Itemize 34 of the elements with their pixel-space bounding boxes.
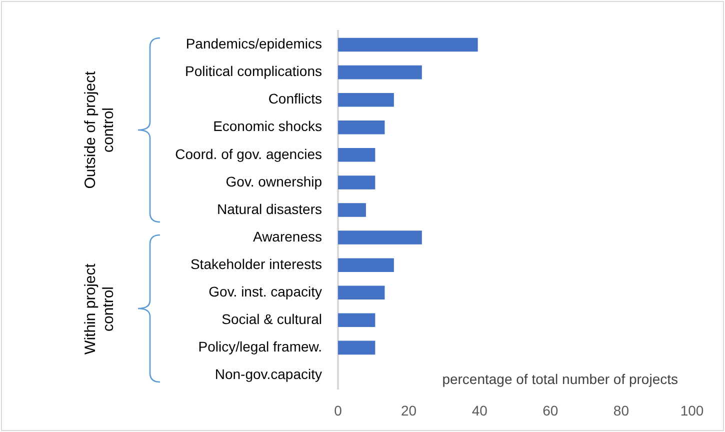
- y-tick-label: Pandemics/epidemics: [186, 36, 322, 52]
- bar: [338, 313, 376, 328]
- x-tick-label: 80: [613, 402, 630, 418]
- bar: [338, 258, 394, 272]
- x-tick-label: 100: [680, 402, 704, 418]
- y-tick-label: Gov. ownership: [226, 173, 322, 190]
- y-tick-label: Political complications: [185, 63, 322, 80]
- bar: [338, 65, 422, 80]
- bar: [338, 340, 376, 355]
- x-tick-label: 20: [401, 402, 417, 418]
- y-tick-label: Social & cultural: [222, 311, 322, 328]
- y-tick-label: Awareness: [252, 228, 322, 244]
- y-tick-label: Conflicts: [268, 90, 322, 107]
- text: Within project control: [82, 262, 118, 356]
- y-tick-label: Natural disasters: [216, 200, 322, 217]
- bar: [338, 92, 394, 107]
- y-tick-label: Coord. of gov. agencies: [175, 146, 322, 162]
- bar: [338, 230, 422, 244]
- y-tick-label: Economic shocks: [213, 118, 322, 134]
- bar: [338, 148, 376, 162]
- x-tick-label: 60: [542, 402, 558, 418]
- x-tick-label: 40: [472, 402, 488, 418]
- bar: [338, 203, 366, 217]
- bar: [338, 286, 385, 300]
- x-tick-label: 0: [334, 402, 342, 418]
- y-tick-label: Policy/legal framew.: [198, 338, 322, 355]
- y-tick-label: Stakeholder interests: [190, 256, 322, 272]
- x-axis-title: percentage of total number of projects: [442, 370, 678, 387]
- bar: [338, 38, 478, 52]
- bar: [338, 120, 385, 134]
- text: Outside of project control: [82, 70, 118, 190]
- y-tick-label: Gov. inst. capacity: [208, 283, 322, 300]
- bar: [338, 176, 376, 190]
- y-tick-label: Non-gov.capacity: [214, 366, 322, 382]
